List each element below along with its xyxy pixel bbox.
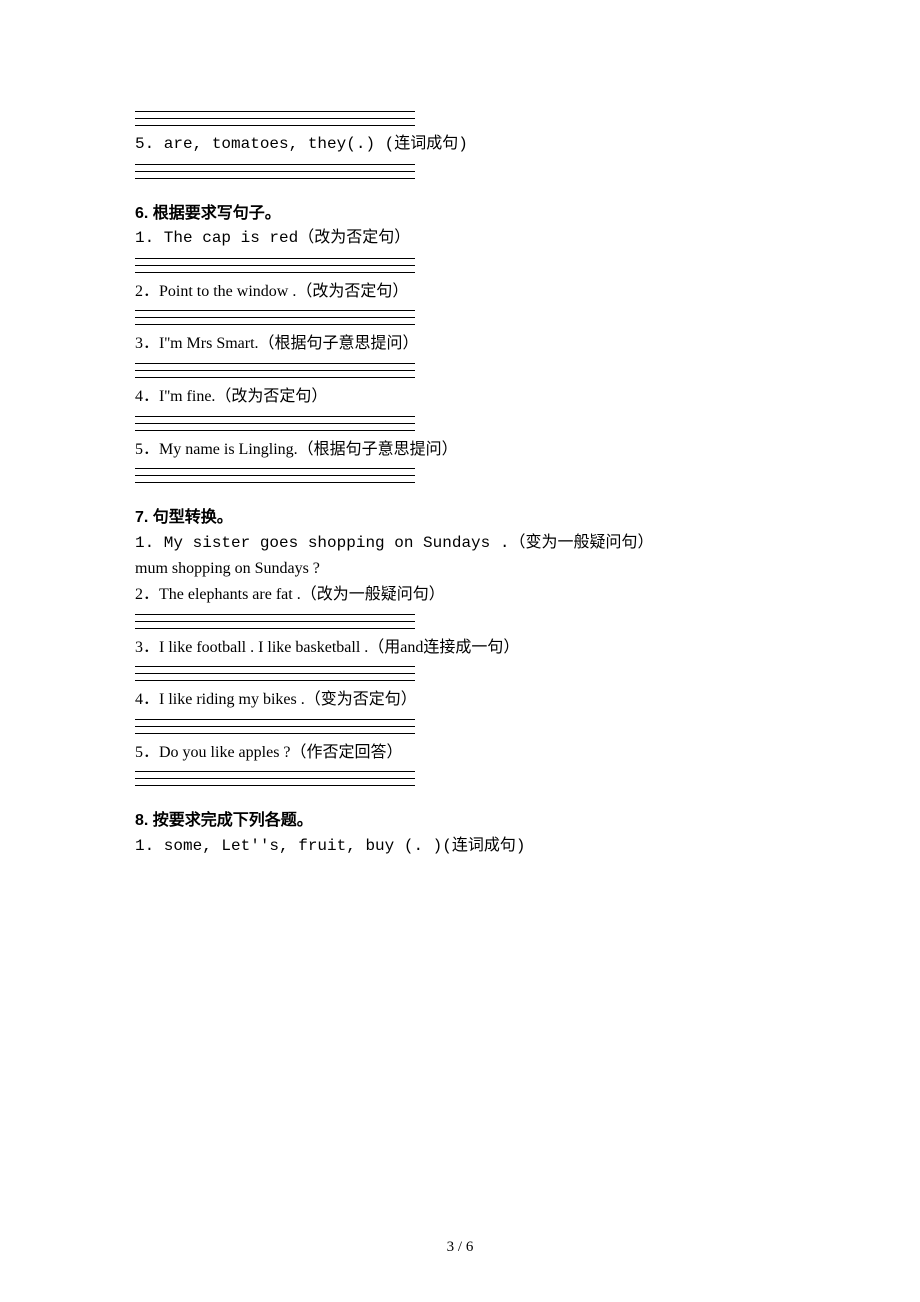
answer-blank-line[interactable] (135, 471, 415, 476)
answer-blank-line[interactable] (135, 729, 415, 734)
answer-blank-line[interactable] (135, 767, 415, 772)
question-7-1a: 1. My sister goes shopping on Sundays .（… (135, 531, 785, 557)
answer-blank-line[interactable] (135, 426, 415, 431)
answer-blank-group (135, 662, 785, 681)
answer-blank-group (135, 254, 785, 273)
answer-blank-line[interactable] (135, 715, 415, 720)
answer-blank-group (135, 610, 785, 629)
answer-blank-line[interactable] (135, 268, 415, 273)
answer-blank-line[interactable] (135, 320, 415, 325)
answer-blank-line[interactable] (135, 121, 415, 126)
answer-blank-group (135, 306, 785, 325)
answer-blank-line[interactable] (135, 464, 415, 469)
answer-blank-line[interactable] (135, 781, 415, 786)
answer-blank-group (135, 767, 785, 786)
answer-blank-line[interactable] (135, 261, 415, 266)
answer-blank-group (135, 359, 785, 378)
answer-blank-line[interactable] (135, 412, 415, 417)
answer-blank-line[interactable] (135, 313, 415, 318)
answer-blank-line[interactable] (135, 366, 415, 371)
question-7-3: 3．I like football . I like basketball .（… (135, 635, 785, 661)
answer-blank-line[interactable] (135, 624, 415, 629)
question-5-5: 5. are, tomatoes, they(.) (连词成句) (135, 132, 785, 158)
answer-blank-line[interactable] (135, 174, 415, 179)
answer-blank-line[interactable] (135, 722, 415, 727)
question-7-1b: mum shopping on Sundays ? (135, 556, 785, 582)
answer-blank-group (135, 412, 785, 431)
answer-blank-line[interactable] (135, 254, 415, 259)
answer-blank-line[interactable] (135, 160, 415, 165)
answer-blank-group (135, 107, 785, 126)
answer-blank-line[interactable] (135, 167, 415, 172)
answer-blank-group (135, 715, 785, 734)
question-7-4: 4．I like riding my bikes .（变为否定句） (135, 687, 785, 713)
question-7-2: 2．The elephants are fat .（改为一般疑问句） (135, 582, 785, 608)
question-7-5: 5．Do you like apples ?（作否定回答） (135, 740, 785, 766)
answer-blank-line[interactable] (135, 373, 415, 378)
answer-blank-line[interactable] (135, 676, 415, 681)
answer-blank-line[interactable] (135, 617, 415, 622)
question-6-4: 4．I''m fine.（改为否定句） (135, 384, 785, 410)
answer-blank-line[interactable] (135, 107, 415, 112)
question-6-3: 3．I''m Mrs Smart.（根据句子意思提问） (135, 331, 785, 357)
answer-blank-line[interactable] (135, 774, 415, 779)
question-6-2: 2．Point to the window .（改为否定句） (135, 279, 785, 305)
answer-blank-group (135, 464, 785, 483)
answer-blank-line[interactable] (135, 359, 415, 364)
question-6-5: 5．My name is Lingling.（根据句子意思提问） (135, 437, 785, 463)
answer-blank-line[interactable] (135, 478, 415, 483)
question-8-1: 1. some, Let''s, fruit, buy (. )(连词成句) (135, 834, 785, 860)
section-7-title: 7. 句型转换。 (135, 505, 785, 531)
page-number: 3 / 6 (0, 1239, 920, 1256)
answer-blank-line[interactable] (135, 306, 415, 311)
answer-blank-line[interactable] (135, 610, 415, 615)
question-6-1: 1. The cap is red（改为否定句） (135, 226, 785, 252)
answer-blank-line[interactable] (135, 669, 415, 674)
section-8-title: 8. 按要求完成下列各题。 (135, 808, 785, 834)
section-6-title: 6. 根据要求写句子。 (135, 201, 785, 227)
answer-blank-line[interactable] (135, 419, 415, 424)
answer-blank-group (135, 160, 785, 179)
answer-blank-line[interactable] (135, 662, 415, 667)
worksheet-page: 5. are, tomatoes, they(.) (连词成句) 6. 根据要求… (0, 0, 920, 1302)
answer-blank-line[interactable] (135, 114, 415, 119)
